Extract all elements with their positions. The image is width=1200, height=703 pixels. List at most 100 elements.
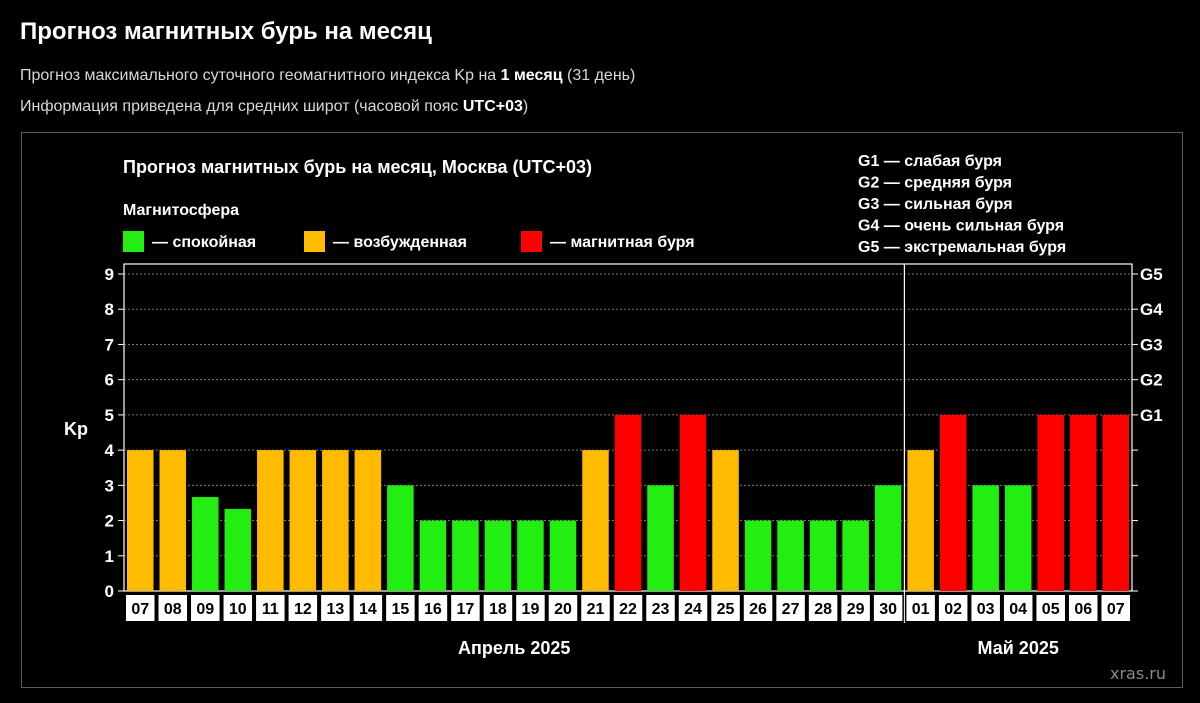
date-box <box>711 595 740 621</box>
bar-quiet <box>192 496 219 591</box>
date-box <box>938 595 968 621</box>
bar-storm <box>614 414 642 591</box>
bar-storm <box>1102 414 1129 591</box>
x-tick-label: 09 <box>196 601 214 618</box>
g-scale-legend-item: G5 — экстремальная буря <box>858 239 1066 256</box>
bar-quiet <box>517 520 544 591</box>
bar-quiet <box>484 520 512 591</box>
legend-swatch-quiet <box>123 231 144 252</box>
bar-active <box>257 450 284 591</box>
forecast-period: 1 месяц <box>500 67 563 84</box>
kp-forecast-chart: Прогноз магнитных бурь на месяц, Москва … <box>64 153 1163 658</box>
timezone-note: Информация приведена для средних широт (… <box>20 98 528 116</box>
legend-label-active: — возбужденная <box>333 234 467 251</box>
date-box <box>158 595 188 621</box>
y-tick-label: 0 <box>105 582 114 601</box>
x-tick-label: 26 <box>749 601 767 618</box>
x-tick-label: 11 <box>262 601 279 618</box>
date-box <box>516 595 545 621</box>
bar-active <box>907 450 934 591</box>
y-tick-label: 5 <box>105 406 114 425</box>
bar-active <box>322 450 349 591</box>
bar-quiet <box>387 485 414 591</box>
x-tick-label: 25 <box>717 601 735 618</box>
forecast-description-prefix: Прогноз максимального суточного геомагни… <box>20 67 501 84</box>
x-tick-label: 07 <box>1107 601 1125 618</box>
date-box <box>1003 595 1033 621</box>
date-box <box>126 595 155 621</box>
x-tick-label: 22 <box>619 601 637 618</box>
month-label: Май 2025 <box>978 638 1059 658</box>
bar-quiet <box>809 520 837 591</box>
forecast-description-suffix: (31 день) <box>562 67 636 84</box>
chart-frame: Прогноз магнитных бурь на месяц, Москва … <box>21 132 1183 688</box>
g-scale-legend-item: G2 — средняя буря <box>858 175 1012 192</box>
bar-quiet <box>842 520 869 591</box>
timezone-note-prefix: Информация приведена для средних широт (… <box>20 98 463 115</box>
bar-active <box>127 450 154 591</box>
date-box <box>191 595 220 621</box>
x-tick-label: 29 <box>847 601 865 618</box>
date-box <box>288 595 318 621</box>
y-axis-label: Kp <box>64 419 88 439</box>
date-box <box>808 595 838 621</box>
bar-active <box>712 450 739 591</box>
x-tick-label: 06 <box>1074 601 1092 618</box>
date-box <box>1036 595 1065 621</box>
date-box <box>256 595 285 621</box>
timezone-value: UTC+03 <box>462 98 523 115</box>
bar-active <box>354 450 382 591</box>
date-box <box>971 595 1000 621</box>
date-box <box>646 595 675 621</box>
y-tick-label: 3 <box>105 476 114 495</box>
x-tick-label: 15 <box>391 601 409 618</box>
bar-storm <box>1069 414 1097 591</box>
x-tick-label: 14 <box>359 601 377 618</box>
bar-active <box>159 450 187 591</box>
site-watermark: xras.ru <box>1110 664 1166 683</box>
date-box <box>906 595 935 621</box>
y-tick-label: 9 <box>105 265 114 284</box>
x-tick-label: 30 <box>879 601 897 618</box>
date-box <box>353 595 383 621</box>
month-label: Апрель 2025 <box>458 638 570 658</box>
date-box <box>841 595 870 621</box>
x-tick-label: 13 <box>326 601 344 618</box>
bar-active <box>582 450 609 591</box>
legend-label-storm: — магнитная буря <box>550 234 695 251</box>
g-scale-label: G1 <box>1140 406 1163 425</box>
bar-quiet <box>777 520 804 591</box>
g-scale-label: G5 <box>1140 265 1163 284</box>
date-box <box>678 595 708 621</box>
x-tick-label: 03 <box>977 601 995 618</box>
date-box <box>386 595 415 621</box>
date-box <box>581 595 610 621</box>
date-box <box>548 595 578 621</box>
x-tick-label: 28 <box>814 601 832 618</box>
g-scale-legend-item: G3 — сильная буря <box>858 196 1013 213</box>
bar-storm <box>679 414 707 591</box>
bar-quiet <box>647 485 674 591</box>
page-title: Прогноз магнитных бурь на месяц <box>20 18 432 45</box>
x-tick-label: 19 <box>522 601 540 618</box>
y-tick-label: 1 <box>105 547 114 566</box>
timezone-note-suffix: ) <box>522 98 529 115</box>
date-box <box>483 595 513 621</box>
legend-swatch-storm <box>521 231 542 252</box>
bar-quiet <box>972 485 999 591</box>
bar-quiet <box>1004 485 1032 591</box>
bar-quiet <box>874 485 902 591</box>
bar-quiet <box>419 520 447 591</box>
date-box <box>321 595 350 621</box>
x-tick-label: 27 <box>782 601 800 618</box>
date-box <box>743 595 773 621</box>
bar-storm <box>1037 414 1064 591</box>
legend-swatch-active <box>304 231 325 252</box>
x-tick-label: 07 <box>131 601 149 618</box>
date-box <box>1068 595 1098 621</box>
x-tick-label: 16 <box>424 601 442 618</box>
x-tick-label: 24 <box>684 601 702 618</box>
x-tick-label: 17 <box>457 601 475 618</box>
date-box <box>873 595 903 621</box>
x-tick-label: 18 <box>489 601 507 618</box>
